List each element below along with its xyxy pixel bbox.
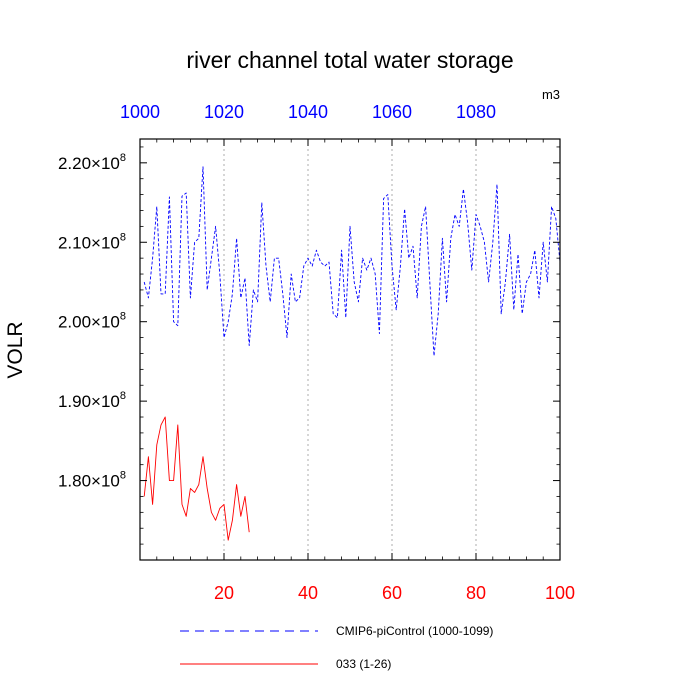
x-top-tick-label: 1000 (120, 102, 160, 122)
legend-label-2: 033 (1-26) (336, 657, 391, 671)
x-tick-label: 60 (382, 583, 402, 603)
plot-frame (139, 138, 561, 561)
plot-border (139, 138, 561, 561)
y-tick-label: 2.00×108 (58, 311, 126, 332)
y-tick-label: 1.90×108 (58, 390, 126, 411)
y-tick-label: 1.80×108 (58, 470, 126, 491)
x-top-tick-label: 1040 (288, 102, 328, 122)
series-line-2 (143, 416, 250, 541)
legend-label-1: CMIP6-piControl (1000-1099) (336, 624, 493, 638)
y-tick-label: 2.20×108 (58, 152, 126, 173)
x-tick-label: 100 (545, 583, 575, 603)
axis-tick-labels: 20 40 60 80 100 1000 1020 1040 1060 1080 1.80×108 1… (58, 102, 575, 603)
x-top-tick-label: 1080 (456, 102, 496, 122)
units-label: m3 (542, 87, 560, 102)
y-axis-label: VOLR (4, 321, 27, 378)
grid-lines (223, 139, 477, 560)
axis-ticks (139, 139, 561, 561)
x-top-tick-label: 1020 (204, 102, 244, 122)
legend: CMIP6-piControl (1000-1099) 033 (1-26) (180, 624, 493, 671)
x-tick-label: 40 (298, 583, 318, 603)
x-tick-label: 20 (214, 583, 234, 603)
chart-title: river channel total water storage (186, 47, 513, 73)
series-layer (143, 166, 561, 541)
y-tick-label: 2.10×108 (58, 231, 126, 252)
x-tick-label: 80 (466, 583, 486, 603)
series-line-1 (143, 166, 561, 357)
x-top-tick-label: 1060 (372, 102, 412, 122)
